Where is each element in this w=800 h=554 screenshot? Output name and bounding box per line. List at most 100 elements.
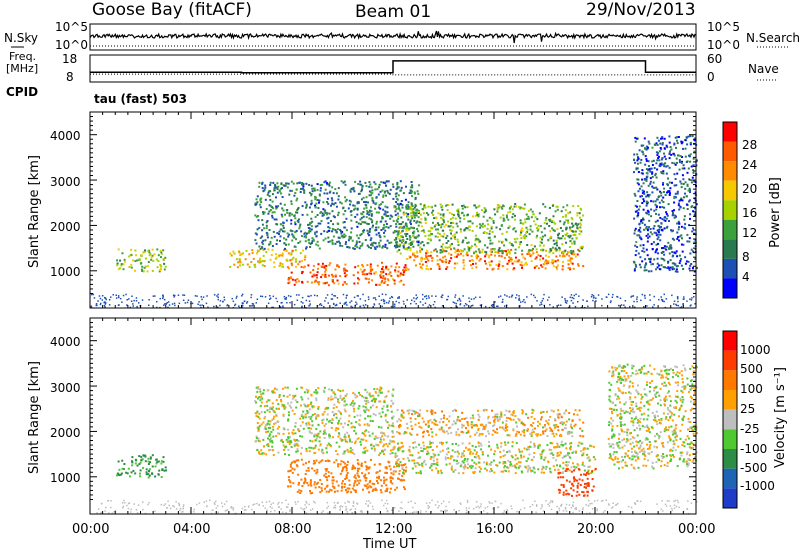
power-cell: [348, 199, 351, 202]
power-cell: [461, 207, 464, 210]
velocity-cell: [157, 460, 160, 463]
power-cell: [637, 171, 640, 173]
power-cell: [299, 252, 302, 255]
power-cell: [530, 260, 533, 263]
velocity-cell: [473, 461, 476, 464]
power-cell: [370, 206, 372, 209]
velocity-cell: [468, 448, 471, 451]
power-cell: [310, 225, 313, 228]
velocity-cell: [395, 461, 398, 464]
power-cell: [693, 150, 696, 153]
power-cell: [282, 230, 284, 233]
velocity-cell: [518, 448, 521, 451]
power-cell: [413, 192, 416, 195]
power-cell: [506, 216, 508, 219]
velocity-cell: [151, 454, 154, 457]
velocity-cell: [352, 400, 354, 403]
power-cell: [316, 240, 319, 243]
power-cell: [644, 297, 646, 299]
velocity-cell: [286, 441, 289, 443]
velocity-cell: [353, 410, 356, 413]
power-cell: [274, 185, 277, 188]
velocity-cell: [276, 388, 278, 391]
power-cell: [475, 206, 478, 209]
velocity-cell: [380, 415, 383, 418]
power-cell: [399, 239, 401, 242]
power-cell: [450, 237, 453, 240]
power-cell: [685, 203, 688, 206]
velocity-cell: [470, 467, 473, 469]
power-cell: [327, 284, 330, 287]
power-cell: [655, 232, 658, 235]
velocity-cell: [286, 395, 289, 398]
power-cell: [262, 254, 265, 257]
power-cell: [429, 234, 432, 237]
velocity-cell: [280, 439, 283, 442]
velocity-cell: [306, 481, 309, 484]
power-cell: [324, 180, 327, 183]
power-cell: [351, 306, 354, 308]
power-cell: [308, 300, 311, 302]
velocity-cell: [402, 445, 404, 448]
power-cell: [336, 279, 339, 282]
velocity-cell: [304, 480, 307, 483]
power-cell: [638, 234, 641, 237]
velocity-cell: [451, 455, 454, 458]
power-cell: [286, 266, 289, 268]
velocity-cell: [365, 484, 367, 487]
power-cell: [233, 263, 236, 266]
power-cell: [278, 190, 281, 193]
velocity-cell: [382, 438, 385, 441]
power-cell: [493, 235, 496, 238]
power-cell: [580, 219, 583, 222]
power-cell: [259, 261, 262, 263]
power-cell: [453, 262, 456, 265]
velocity-cell: [564, 442, 567, 445]
velocity-cell: [378, 454, 381, 457]
power-cell: [396, 181, 399, 184]
velocity-cell: [262, 392, 265, 395]
power-cell: [643, 269, 646, 272]
power-cell: [640, 144, 643, 147]
power-cell: [272, 230, 275, 233]
power-cell: [259, 247, 262, 250]
power-cell: [340, 230, 342, 233]
velocity-cell: [368, 424, 371, 427]
power-cell: [681, 167, 684, 170]
velocity-cell: [333, 414, 335, 417]
power-cell: [318, 201, 320, 204]
velocity-cell: [164, 466, 167, 469]
velocity-cell: [283, 405, 285, 408]
velocity-cell: [267, 437, 269, 440]
velocity-cell: [360, 464, 363, 467]
velocity-cell: [271, 445, 274, 448]
velocity-cell: [278, 432, 281, 435]
velocity-cell: [513, 464, 516, 467]
velocity-cell: [324, 476, 327, 478]
power-cell: [673, 201, 676, 204]
power-cell: [495, 251, 498, 254]
velocity-cell: [514, 454, 517, 457]
velocity-cell: [461, 453, 464, 456]
power-cell: [515, 205, 518, 208]
power-cell: [339, 275, 342, 277]
velocity-cell: [455, 442, 457, 445]
velocity-cell: [477, 441, 480, 444]
power-cell: [676, 161, 678, 164]
power-cell: [468, 229, 471, 232]
power-cell: [545, 254, 547, 257]
velocity-cell: [342, 389, 345, 392]
power-cell: [122, 294, 125, 297]
power-cell: [507, 248, 510, 251]
power-cell: [343, 180, 346, 183]
velocity-cell: [298, 430, 301, 433]
power-cell: [649, 177, 652, 180]
power-cell: [118, 304, 120, 306]
power-cell: [432, 303, 435, 306]
velocity-cell: [319, 479, 322, 481]
velocity-cell: [414, 412, 416, 415]
power-cell: [370, 218, 373, 221]
power-cell: [540, 301, 542, 304]
power-cell: [485, 251, 488, 254]
velocity-cell: [289, 469, 292, 472]
